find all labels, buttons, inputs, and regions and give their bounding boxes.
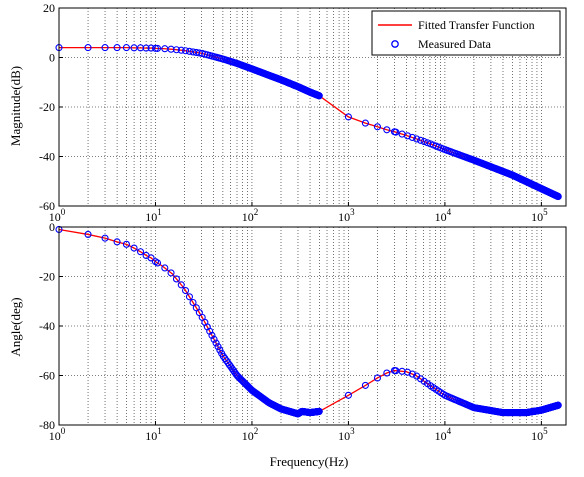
y-tick-label: -40 — [39, 319, 55, 333]
phase-y-axis-label: Angle(deg) — [8, 297, 23, 356]
magnitude-series — [55, 44, 562, 201]
measured-data-marker — [214, 343, 222, 351]
measured-data-marker — [182, 286, 190, 295]
measured-data-marker — [413, 135, 421, 143]
measured-data-marker — [212, 339, 220, 347]
legend-measured-label: Measured Data — [418, 37, 492, 51]
measured-data-marker — [84, 230, 92, 238]
measured-data-marker — [136, 248, 145, 256]
measured-data-marker — [206, 327, 214, 335]
measured-data-marker — [408, 370, 416, 378]
measured-data-marker — [84, 44, 92, 52]
measured-data-marker — [208, 331, 216, 339]
measured-data-marker — [383, 126, 391, 134]
measured-data-marker — [101, 234, 109, 242]
x-tick-label: 100 — [49, 207, 66, 224]
x-tick-label: 105 — [531, 426, 548, 443]
measured-data-marker — [423, 139, 432, 147]
measured-data-marker — [172, 275, 181, 283]
measured-data-marker — [142, 44, 150, 52]
measured-data-marker — [373, 374, 382, 382]
magnitude-y-axis-label: Magnitude(dB) — [8, 66, 23, 146]
measured-data-marker — [189, 298, 197, 307]
x-axis-label: Frequency(Hz) — [270, 454, 349, 469]
x-tick-label: 103 — [338, 426, 355, 443]
measured-data-marker — [185, 47, 193, 55]
measured-data-marker — [361, 381, 369, 389]
y-tick-label: -40 — [39, 150, 55, 164]
x-tick-label: 104 — [435, 426, 452, 443]
x-tick-label: 102 — [242, 207, 259, 224]
y-tick-label: 20 — [43, 1, 55, 15]
x-tick-label: 104 — [435, 207, 452, 224]
measured-data-marker — [417, 136, 425, 144]
y-tick-label: 0 — [49, 51, 55, 65]
measured-data-marker — [373, 123, 382, 131]
legend-box — [371, 10, 561, 56]
measured-data-marker — [554, 192, 562, 201]
measured-data-marker — [315, 407, 323, 415]
x-tick-label: 101 — [145, 207, 162, 224]
phase-grid — [59, 227, 566, 425]
measured-data-marker — [403, 132, 412, 140]
measured-data-marker — [101, 44, 109, 52]
measured-data-marker — [192, 304, 200, 312]
measured-data-marker — [210, 335, 218, 343]
measured-data-marker — [361, 119, 369, 127]
legend-measured-marker-swatch — [391, 40, 399, 48]
y-tick-label: 0 — [49, 220, 55, 234]
measured-data-marker — [147, 254, 155, 262]
legend: Fitted Transfer Function Measured Data — [371, 10, 561, 56]
y-tick-label: -80 — [39, 418, 55, 432]
measured-data-marker — [185, 293, 193, 301]
x-tick-label: 101 — [145, 426, 162, 443]
y-tick-label: -20 — [39, 100, 55, 114]
measured-data-marker — [113, 238, 121, 246]
measured-data-marker — [383, 369, 391, 377]
measured-data-marker — [161, 264, 169, 272]
measured-data-marker — [122, 240, 130, 248]
measured-data-marker — [113, 44, 121, 52]
x-tick-label: 100 — [49, 426, 66, 443]
x-tick-label: 102 — [242, 426, 259, 443]
measured-data-marker — [151, 44, 160, 52]
y-tick-label: -20 — [39, 270, 55, 284]
x-tick-label: 105 — [531, 207, 548, 224]
legend-fitted-label: Fitted Transfer Function — [418, 18, 535, 32]
x-tick-label: 103 — [338, 207, 355, 224]
measured-data-marker — [554, 401, 562, 409]
measured-data-marker — [122, 44, 130, 52]
measured-data-marker — [153, 44, 162, 52]
measured-data-marker — [315, 92, 323, 100]
measured-data-marker — [420, 138, 428, 146]
measured-data-marker — [182, 47, 190, 55]
measured-data-marker — [153, 259, 162, 267]
measured-data-marker — [344, 391, 352, 399]
measured-data-marker — [177, 281, 185, 289]
measured-data-marker — [177, 46, 185, 54]
measured-data-marker — [408, 133, 416, 142]
measured-data-marker — [130, 244, 138, 252]
measured-data-marker — [172, 46, 181, 54]
measured-data-marker — [167, 269, 175, 277]
measured-data-marker — [344, 113, 352, 121]
measured-data-marker — [392, 128, 400, 136]
phase-series — [55, 225, 562, 418]
y-tick-label: -60 — [39, 369, 55, 383]
plot-background — [59, 227, 566, 425]
y-tick-label: -60 — [39, 199, 55, 213]
